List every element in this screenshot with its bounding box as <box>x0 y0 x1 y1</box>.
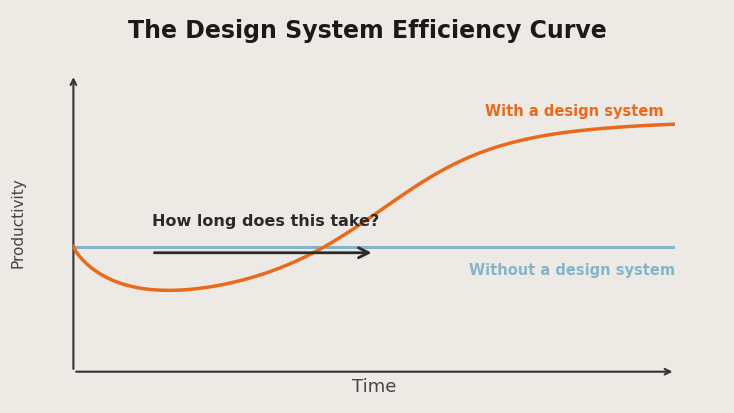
Text: Time: Time <box>352 378 396 396</box>
Text: How long does this take?: How long does this take? <box>152 214 379 229</box>
Text: The Design System Efficiency Curve: The Design System Efficiency Curve <box>128 19 606 43</box>
Text: Productivity: Productivity <box>11 178 26 268</box>
Text: Without a design system: Without a design system <box>469 263 675 278</box>
Text: With a design system: With a design system <box>484 104 664 119</box>
